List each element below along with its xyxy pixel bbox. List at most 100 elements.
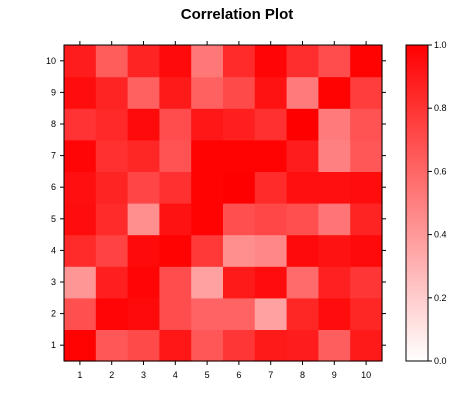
heatmap-cell (286, 329, 319, 362)
heatmap-cell (95, 76, 129, 109)
x-tick-label: 4 (173, 370, 178, 380)
heatmap-cell (64, 266, 97, 299)
heatmap-cell (254, 108, 288, 141)
heatmap-cell (127, 108, 160, 141)
heatmap-cell (254, 329, 288, 362)
heatmap-cell (191, 203, 224, 236)
x-tick-label: 9 (332, 370, 337, 380)
y-tick-label: 1 (51, 340, 56, 350)
heatmap-cell (223, 203, 256, 236)
heatmap-cell (64, 171, 97, 204)
heatmap-cell (350, 266, 383, 299)
heatmap-cell (127, 45, 160, 78)
axes: 1 2 3 4 5 6 7 8 9 10 1 2 3 4 5 6 7 8 9 10 (46, 41, 386, 380)
heatmap-cell (350, 171, 383, 204)
heatmap-cell (191, 139, 224, 172)
y-tick-label: 7 (51, 151, 56, 161)
heatmap-cell (64, 297, 97, 330)
y-tick-label: 5 (51, 214, 56, 224)
plot-frame (63, 44, 383, 362)
heatmap-cell (159, 234, 192, 267)
heatmap-cell (350, 108, 383, 141)
heatmap-cell (286, 45, 319, 78)
colorbar-tick-label: 1.0 (434, 40, 447, 50)
heatmap-cell (127, 266, 160, 299)
heatmap-cell (318, 266, 351, 299)
heatmap-cell (191, 108, 224, 141)
heatmap-cell (159, 297, 192, 330)
x-tick-label: 1 (77, 370, 82, 380)
heatmap-cell (191, 297, 224, 330)
heatmap-cell (159, 266, 192, 299)
heatmap-cell (223, 266, 256, 299)
heatmap-cell (95, 329, 129, 362)
heatmap-cell (350, 234, 383, 267)
heatmap-cell (64, 203, 97, 236)
heatmap-cell (159, 329, 192, 362)
heatmap-cell (350, 329, 383, 362)
y-tick-label: 8 (51, 119, 56, 129)
heatmap-cell (286, 234, 319, 267)
heatmap-cell (191, 76, 224, 109)
heatmap-cell (223, 297, 256, 330)
heatmap-cell (64, 139, 97, 172)
heatmap-cells (64, 45, 383, 362)
heatmap-cell (64, 108, 97, 141)
heatmap-cell (191, 266, 224, 299)
heatmap-cell (223, 108, 256, 141)
heatmap-cell (318, 76, 351, 109)
heatmap-cell (223, 45, 256, 78)
heatmap-cell (127, 171, 160, 204)
heatmap-cell (318, 108, 351, 141)
colorbar-tick-label: 0.8 (434, 103, 447, 113)
y-tick-label: 9 (51, 87, 56, 97)
heatmap-cell (191, 234, 224, 267)
heatmap-cell (254, 76, 288, 109)
heatmap-cell (159, 203, 192, 236)
heatmap-cell (350, 139, 383, 172)
heatmap-cell (254, 171, 288, 204)
heatmap-cell (318, 329, 351, 362)
y-tick-label: 3 (51, 277, 56, 287)
heatmap-cell (191, 171, 224, 204)
heatmap-cell (318, 234, 351, 267)
y-tick-label: 4 (51, 245, 56, 255)
heatmap-cell (191, 45, 224, 78)
colorbar-tick-label: 0.6 (434, 166, 447, 176)
heatmap-cell (318, 297, 351, 330)
heatmap-cell (254, 139, 288, 172)
heatmap-cell (127, 203, 160, 236)
heatmap-cell (95, 45, 129, 78)
heatmap-cell (191, 329, 224, 362)
heatmap-cell (223, 234, 256, 267)
x-tick-label: 6 (236, 370, 241, 380)
heatmap-cell (159, 76, 192, 109)
heatmap-cell (350, 297, 383, 330)
colorbar (405, 44, 429, 362)
heatmap-cell (254, 234, 288, 267)
x-tick-label: 2 (109, 370, 114, 380)
colorbar-ticks: 0.0 0.2 0.4 0.6 0.8 1.0 (428, 40, 447, 366)
heatmap-cell (223, 329, 256, 362)
heatmap-cell (127, 329, 160, 362)
heatmap-cell (318, 139, 351, 172)
heatmap-cell (318, 203, 351, 236)
heatmap-cell (254, 45, 288, 78)
heatmap-cell (127, 234, 160, 267)
heatmap-cell (95, 266, 129, 299)
heatmap-cell (286, 108, 319, 141)
heatmap-cell (318, 171, 351, 204)
y-tick-label: 6 (51, 182, 56, 192)
heatmap-cell (127, 297, 160, 330)
heatmap-cell (159, 45, 192, 78)
heatmap-cell (127, 76, 160, 109)
heatmap-cell (159, 171, 192, 204)
x-tick-label: 7 (268, 370, 273, 380)
colorbar-tick-label: 0.4 (434, 230, 447, 240)
heatmap-cell (254, 266, 288, 299)
heatmap-cell (286, 139, 319, 172)
x-tick-label: 8 (300, 370, 305, 380)
heatmap-cell (286, 203, 319, 236)
heatmap-cell (286, 171, 319, 204)
